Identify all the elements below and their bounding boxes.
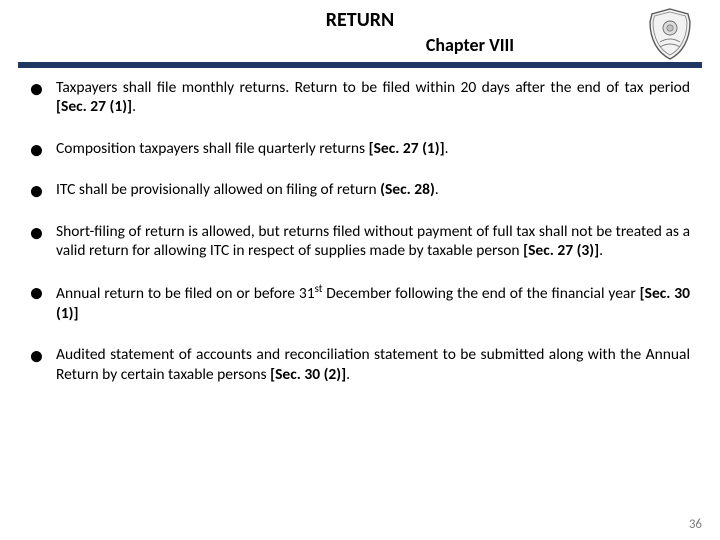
page-number: 36 (689, 517, 702, 532)
bullet-text-tail: . (445, 139, 449, 158)
list-item: Short-filing of return is allowed, but r… (30, 222, 690, 261)
bullet-text: Taxpayers shall file monthly returns. Re… (56, 78, 690, 97)
bullet-text: Audited statement of accounts and reconc… (56, 345, 690, 383)
section-ref: [Sec. 27 (3)] (523, 241, 599, 260)
bullet-text-tail: . (435, 180, 439, 199)
section-ref: [Sec. 27 (1)] (369, 139, 445, 158)
list-item: Composition taxpayers shall file quarter… (30, 139, 690, 158)
page-title: RETURN (0, 8, 720, 32)
slide: RETURN Chapter VIII Taxpayers shall file… (0, 0, 720, 540)
section-ref: [Sec. 27 (1)] (56, 97, 132, 116)
bullet-text: Annual return to be filed on or before 3… (56, 284, 315, 303)
list-item: Taxpayers shall file monthly returns. Re… (30, 78, 690, 117)
bullet-list: Taxpayers shall file monthly returns. Re… (30, 78, 690, 384)
emblem-icon (642, 6, 698, 62)
list-item: Audited statement of accounts and reconc… (30, 345, 690, 384)
bullet-text-tail: . (132, 97, 136, 116)
content-area: Taxpayers shall file monthly returns. Re… (0, 68, 720, 384)
bullet-text: Composition taxpayers shall file quarter… (56, 139, 369, 158)
section-ref: (Sec. 28) (380, 180, 435, 199)
slide-header: RETURN Chapter VIII (0, 0, 720, 56)
bullet-text-tail: . (599, 241, 603, 260)
list-item: Annual return to be filed on or before 3… (30, 282, 690, 323)
section-ref: [Sec. 30 (2)] (270, 365, 346, 384)
list-item: ITC shall be provisionally allowed on fi… (30, 180, 690, 199)
bullet-text-mid: December following the end of the financ… (322, 284, 639, 303)
page-subtitle: Chapter VIII (0, 34, 720, 56)
bullet-text: ITC shall be provisionally allowed on fi… (56, 180, 380, 199)
bullet-text-tail: . (346, 365, 350, 384)
